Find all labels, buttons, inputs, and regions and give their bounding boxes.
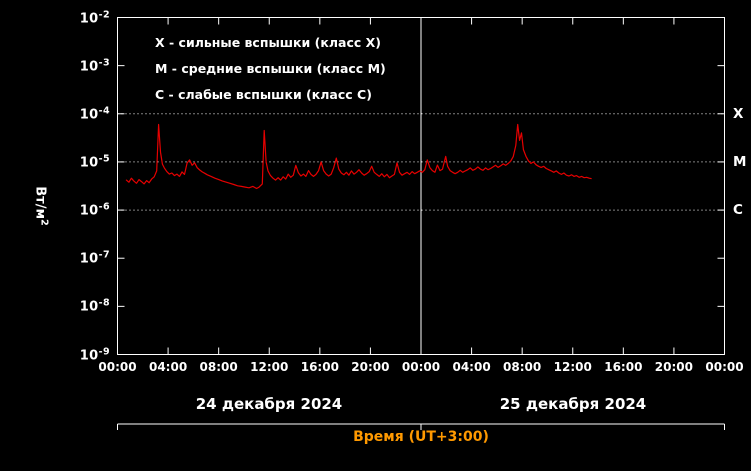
x-tick-label: 04:00	[148, 360, 188, 374]
y-tick-label: 10-3	[79, 56, 110, 75]
y-axis-unit: Вт/м	[32, 186, 48, 220]
x-tick-label: 16:00	[300, 360, 339, 374]
y-tick-label: 10-6	[79, 201, 110, 219]
flare-class-legend: X - сильные вспышки (класс X) M - средни…	[155, 30, 386, 108]
date-label-day1: 24 декабря 2024	[195, 395, 343, 413]
y-tick-label: 10-7	[79, 249, 110, 267]
flare-class-label-m: M	[733, 153, 747, 170]
legend-item-m-class: M - средние вспышки (класс M)	[155, 61, 386, 76]
flare-class-label-c: C	[733, 202, 743, 219]
y-tick-label: 10-2	[79, 8, 110, 27]
x-tick-label: 12:00	[250, 360, 289, 374]
x-tick-label: 16:00	[604, 360, 643, 374]
y-axis-title: Вт/м2	[32, 186, 49, 225]
x-axis-title: Время (UT+3:00)	[353, 429, 489, 445]
y-axis-unit-exponent: 2	[38, 219, 50, 226]
x-tick-label: 00:00	[98, 360, 137, 374]
y-tick-label: 10-5	[79, 153, 110, 171]
flare-class-label-x: X	[733, 105, 744, 122]
x-tick-label: 20:00	[351, 360, 390, 374]
x-tick-label: 12:00	[553, 360, 592, 374]
y-tick-label: 10-8	[79, 297, 110, 316]
legend-item-x-class: X - сильные вспышки (класс X)	[155, 35, 381, 50]
x-tick-label: 20:00	[654, 360, 694, 374]
x-tick-label: 00:00	[705, 360, 744, 374]
legend-item-c-class: C - слабые вспышки (класс C)	[155, 87, 372, 102]
x-tick-label: 04:00	[452, 360, 491, 374]
date-label-day2: 25 декабря 2024	[499, 395, 647, 413]
x-tick-label: 08:00	[199, 360, 238, 374]
x-tick-label: 00:00	[401, 360, 441, 374]
y-tick-label: 10-9	[79, 345, 110, 364]
x-tick-label: 08:00	[503, 360, 542, 374]
y-tick-label: 10-4	[79, 105, 110, 123]
